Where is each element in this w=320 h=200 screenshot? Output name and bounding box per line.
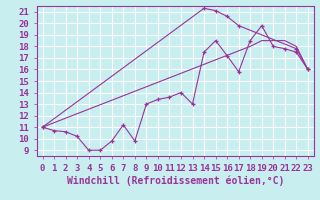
X-axis label: Windchill (Refroidissement éolien,°C): Windchill (Refroidissement éolien,°C)	[67, 175, 284, 186]
